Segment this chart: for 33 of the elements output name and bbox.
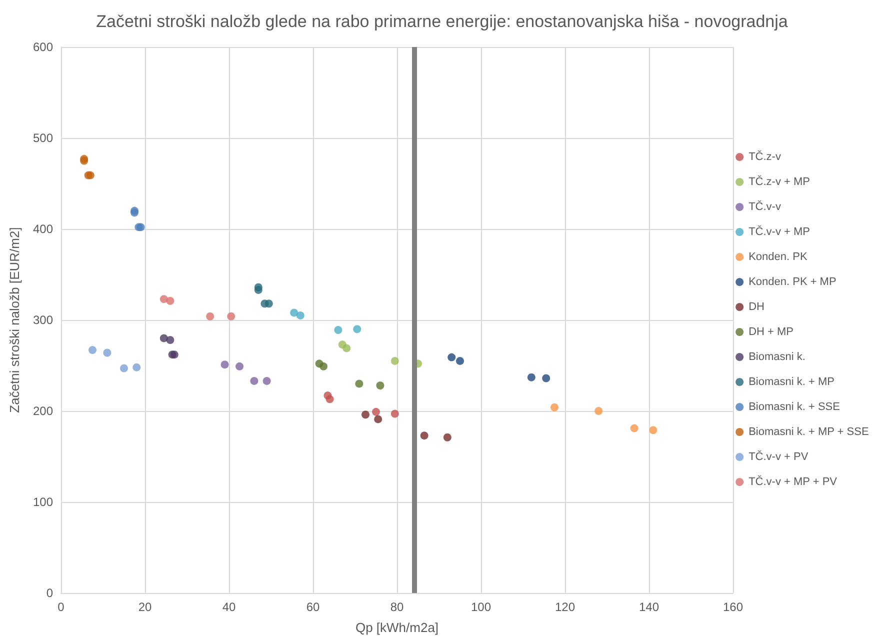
legend-label: TČ.v-v [748,200,782,213]
x-tick-label: 80 [390,600,404,614]
y-tick-label: 400 [32,222,54,236]
legend-label: Konden. PK [748,251,808,263]
x-axis-title: Qp [kWh/m2a] [355,620,439,635]
y-tick-label: 0 [46,586,54,600]
legend-label: DH + MP [748,326,794,338]
x-tick-label: 100 [470,600,492,614]
x-tick-label: 0 [58,600,65,614]
x-tick-label: 60 [306,600,320,614]
x-tick-label: 160 [722,600,744,614]
y-tick-label: 600 [32,40,54,54]
legend-label: TČ.z-v [748,150,782,163]
y-tick-label: 500 [32,131,54,145]
y-tick-label: 100 [32,495,54,509]
x-tick-label: 40 [222,600,236,614]
legend-label: TČ.v-v + MP [748,225,810,238]
y-axis-title: Začetni stroški naložb [EUR/m2] [7,227,22,413]
legend-label: TČ.v-v + PV [748,450,809,463]
legend-label: Biomasni k. + MP [748,376,834,388]
x-tick-label: 20 [138,600,152,614]
y-tick-label: 200 [32,404,54,418]
legend-label: Biomasni k. + MP + SSE [748,426,869,438]
chart-title: Začetni stroški naložb glede na rabo primarne energije: enostanovanjska hiša - novogradnja [96,12,788,31]
legend-label: TČ.v-v + MP + PV [748,475,838,488]
y-tick-label: 300 [32,313,54,327]
x-tick-label: 120 [554,600,576,614]
legend-label: TČ.z-v + MP [748,175,810,188]
legend-label: Biomasni k. [748,351,806,363]
legend-label: DH [748,301,765,313]
x-tick-label: 140 [638,600,660,614]
legend-label: Biomasni k. + SSE [748,401,840,413]
legend-label: Konden. PK + MP [748,276,836,288]
